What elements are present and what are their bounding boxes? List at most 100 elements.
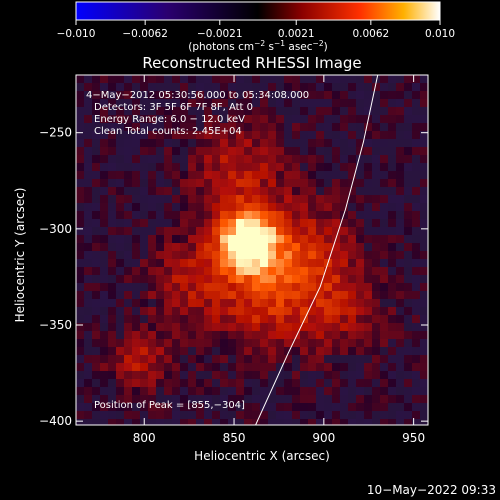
heatmap-cell <box>388 195 396 203</box>
heatmap-cell <box>244 131 252 139</box>
heatmap-cell <box>164 307 172 315</box>
heatmap-cell <box>372 155 380 163</box>
heatmap-cell <box>220 339 228 347</box>
heatmap-cell <box>300 387 308 395</box>
x-axis-label: Heliocentric X (arcsec) <box>194 449 330 463</box>
heatmap-cell <box>100 227 108 235</box>
heatmap-cell <box>236 83 244 91</box>
heatmap-cell <box>132 83 140 91</box>
heatmap-cell <box>268 155 276 163</box>
heatmap-cell <box>332 195 340 203</box>
heatmap-cell <box>188 387 196 395</box>
heatmap-cell <box>300 219 308 227</box>
heatmap-cell <box>212 395 220 403</box>
heatmap-cell <box>260 235 268 243</box>
heatmap-cell <box>340 323 348 331</box>
heatmap-cell <box>100 147 108 155</box>
heatmap-cell <box>252 251 260 259</box>
heatmap-cell <box>372 83 380 91</box>
heatmap-cell <box>284 131 292 139</box>
heatmap-cell <box>404 251 412 259</box>
heatmap-cell <box>220 147 228 155</box>
heatmap-cell <box>180 307 188 315</box>
heatmap-cell <box>164 275 172 283</box>
heatmap-cell <box>364 147 372 155</box>
heatmap-cell <box>308 267 316 275</box>
heatmap-cell <box>132 347 140 355</box>
heatmap-cell <box>124 283 132 291</box>
heatmap-cell <box>276 107 284 115</box>
heatmap-cell <box>292 179 300 187</box>
heatmap-cell <box>116 123 124 131</box>
heatmap-cell <box>188 307 196 315</box>
heatmap-cell <box>212 171 220 179</box>
heatmap-cell <box>132 355 140 363</box>
heatmap-cell <box>252 147 260 155</box>
heatmap-cell <box>204 387 212 395</box>
heatmap-cell <box>388 211 396 219</box>
heatmap-cell <box>172 363 180 371</box>
heatmap-cell <box>396 107 404 115</box>
heatmap-cell <box>380 75 388 83</box>
heatmap-cell <box>348 339 356 347</box>
heatmap-cell <box>364 395 372 403</box>
heatmap-cell <box>420 363 428 371</box>
heatmap-cell <box>260 363 268 371</box>
heatmap-cell <box>108 267 116 275</box>
heatmap-cell <box>420 75 428 83</box>
heatmap-cell <box>404 219 412 227</box>
heatmap-cell <box>396 227 404 235</box>
heatmap-cell <box>204 411 212 419</box>
heatmap-cell <box>148 307 156 315</box>
heatmap-cell <box>332 323 340 331</box>
heatmap-cell <box>324 411 332 419</box>
heatmap-cell <box>324 179 332 187</box>
heatmap-cell <box>100 115 108 123</box>
heatmap-cell <box>124 83 132 91</box>
heatmap-cell <box>252 235 260 243</box>
heatmap-cell <box>100 163 108 171</box>
heatmap-cell <box>252 331 260 339</box>
heatmap-cell <box>180 75 188 83</box>
heatmap-cell <box>316 339 324 347</box>
heatmap-cell <box>204 107 212 115</box>
heatmap-cell <box>76 283 84 291</box>
heatmap-cell <box>164 107 172 115</box>
heatmap-cell <box>340 387 348 395</box>
heatmap-cell <box>172 211 180 219</box>
heatmap-cell <box>212 99 220 107</box>
heatmap-cell <box>204 187 212 195</box>
heatmap-cell <box>324 131 332 139</box>
heatmap-cell <box>196 179 204 187</box>
heatmap-cell <box>300 131 308 139</box>
heatmap-cell <box>356 267 364 275</box>
heatmap-cell <box>412 411 420 419</box>
heatmap-cell <box>188 99 196 107</box>
heatmap-cell <box>276 155 284 163</box>
heatmap-cell <box>332 387 340 395</box>
heatmap-cell <box>132 203 140 211</box>
heatmap-cell <box>84 163 92 171</box>
heatmap-cell <box>148 187 156 195</box>
heatmap-cell <box>300 307 308 315</box>
x-tick-label: 950 <box>402 431 425 445</box>
heatmap-cell <box>308 179 316 187</box>
heatmap-cell <box>348 83 356 91</box>
heatmap-cell <box>180 139 188 147</box>
heatmap-cell <box>76 243 84 251</box>
heatmap-cell <box>340 99 348 107</box>
heatmap-cell <box>196 139 204 147</box>
heatmap-cell <box>276 171 284 179</box>
heatmap-cell <box>132 403 140 411</box>
heatmap-cell <box>108 75 116 83</box>
heatmap-cell <box>308 107 316 115</box>
heatmap-cell <box>196 419 204 425</box>
heatmap-cell <box>284 171 292 179</box>
heatmap-cell <box>244 115 252 123</box>
heatmap-cell <box>244 147 252 155</box>
heatmap-cell <box>372 371 380 379</box>
heatmap-cell <box>292 331 300 339</box>
heatmap-cell <box>188 107 196 115</box>
heatmap-cell <box>372 331 380 339</box>
heatmap-cell <box>132 323 140 331</box>
